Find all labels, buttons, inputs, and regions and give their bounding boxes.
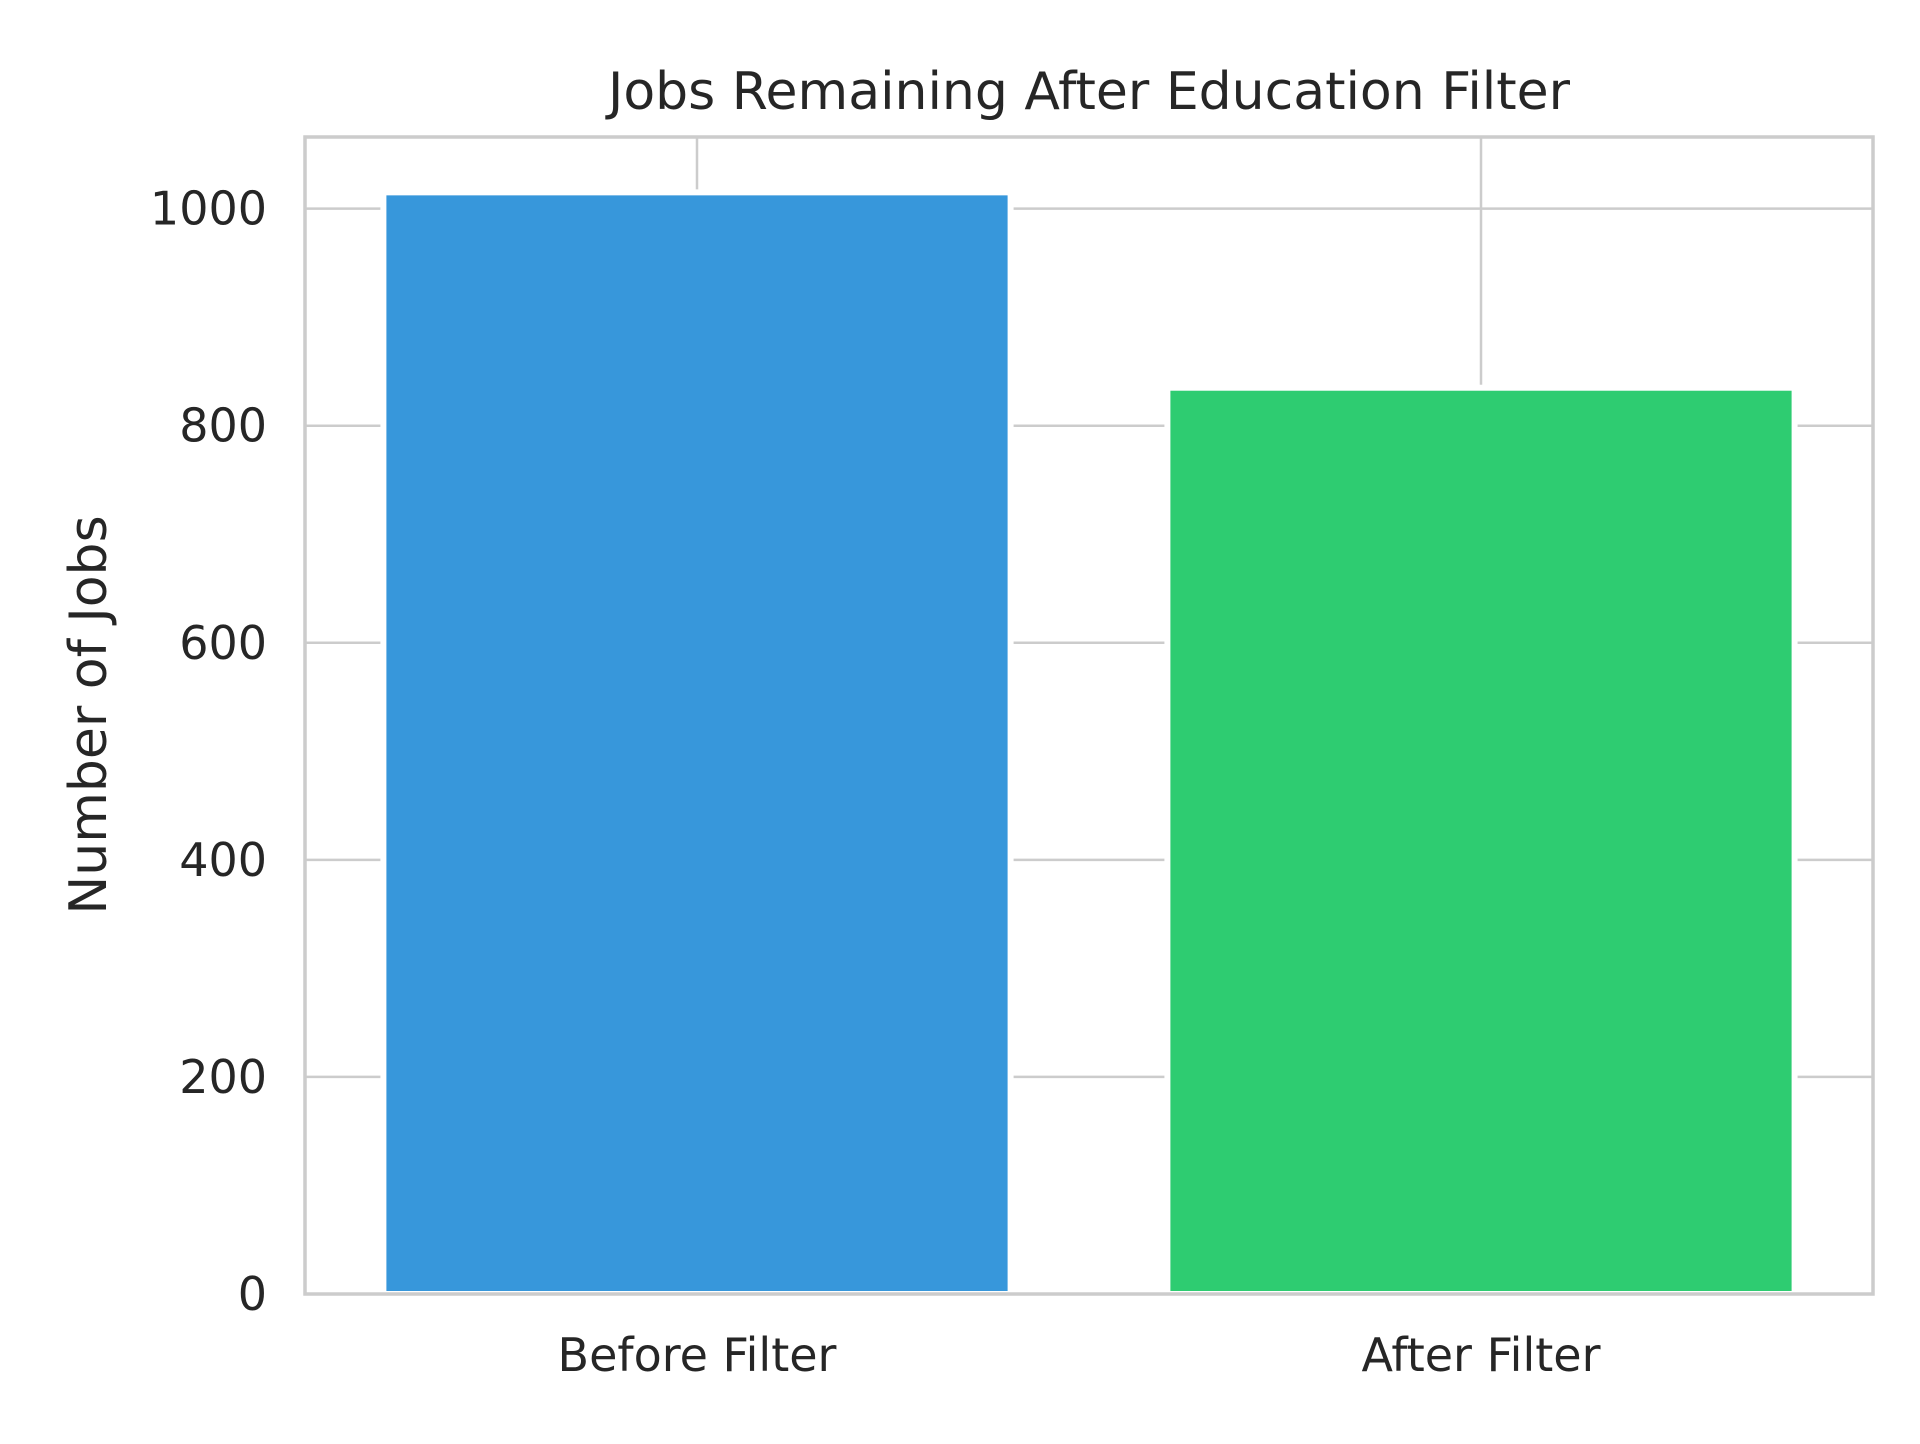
y-tick-labels: 0 200 400 600 800 1000 [150,182,267,1321]
chart-title: Jobs Remaining After Education Filter [605,62,1571,122]
bar-before-filter [380,189,1014,1298]
x-tick-label: Before Filter [558,1328,837,1382]
x-tick-labels: Before Filter After Filter [558,1328,1601,1382]
y-tick-label: 0 [238,1267,267,1321]
y-tick-label: 200 [179,1050,267,1104]
y-tick-label: 400 [179,833,267,887]
y-tick-label: 1000 [150,182,267,236]
x-tick-label: After Filter [1361,1328,1600,1382]
bar-layer [380,189,1798,1298]
y-tick-label: 600 [179,616,267,670]
plot-frame [303,135,1875,1296]
bar-after-filter [1164,384,1798,1298]
y-axis-label: Number of Jobs [59,515,119,914]
y-tick-label: 800 [179,399,267,453]
